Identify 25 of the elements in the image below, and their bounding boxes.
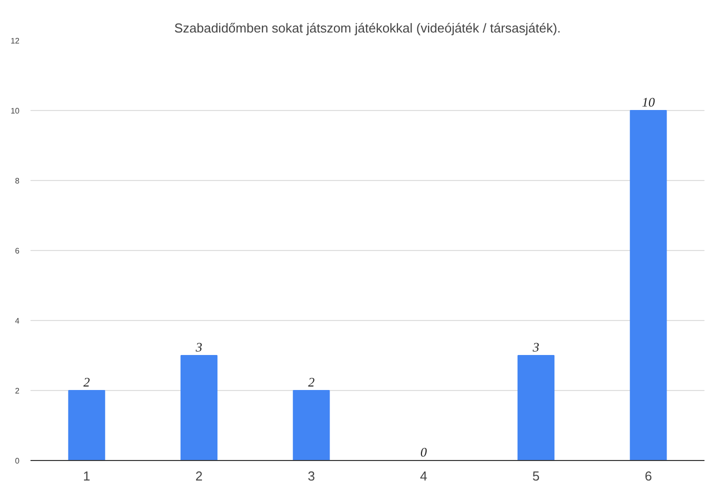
y-tick-label: 12	[10, 36, 20, 46]
y-tick-label: 8	[15, 176, 20, 186]
y-tick-label: 2	[15, 386, 20, 396]
data-label: 3	[532, 340, 540, 354]
data-label: 2	[83, 374, 90, 390]
data-label: 2	[308, 374, 316, 390]
chart-title: Szabadidőmben sokat játszom játékokkal (videójáték / társasjáték).	[174, 20, 561, 36]
bar	[68, 390, 106, 460]
y-tick-label: 6	[15, 246, 20, 256]
y-tick-label: 0	[15, 456, 20, 466]
y-tick-label: 4	[15, 316, 20, 326]
x-tick-label: 5	[532, 468, 540, 484]
data-label: 0	[420, 444, 428, 460]
x-tick-label: 4	[420, 468, 428, 484]
x-tick-label: 6	[644, 468, 652, 484]
x-tick-label: 3	[308, 468, 315, 484]
data-label: 10	[642, 94, 656, 110]
y-tick-label: 10	[10, 106, 20, 116]
bar	[292, 390, 330, 460]
bar	[630, 110, 667, 460]
bar	[518, 355, 554, 460]
x-tick-label: 2	[195, 468, 203, 484]
x-tick-label: 1	[83, 468, 90, 484]
data-label: 3	[194, 340, 203, 354]
bar	[180, 355, 218, 460]
